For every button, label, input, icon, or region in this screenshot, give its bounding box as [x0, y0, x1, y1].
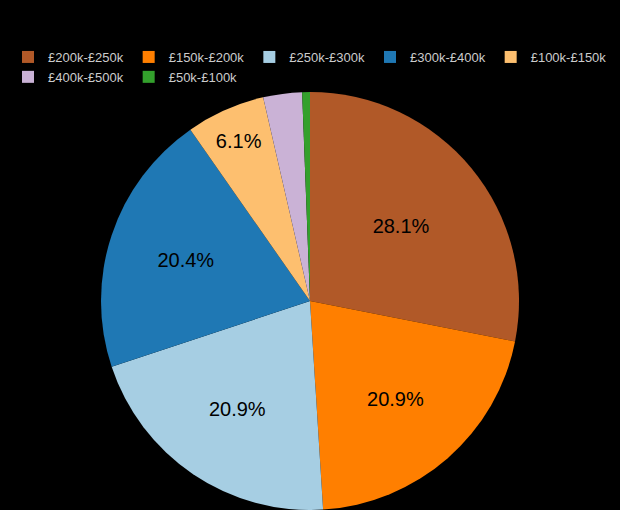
svg-text:£150k-£200k: £150k-£200k: [169, 50, 245, 65]
svg-text:£100k-£150k: £100k-£150k: [531, 50, 607, 65]
svg-text:20.9%: 20.9%: [209, 398, 266, 420]
svg-text:£50k-£100k: £50k-£100k: [169, 70, 237, 85]
svg-text:20.4%: 20.4%: [157, 249, 214, 271]
svg-text:£200k-£250k: £200k-£250k: [48, 50, 124, 65]
svg-text:20.9%: 20.9%: [367, 388, 424, 410]
svg-text:£400k-£500k: £400k-£500k: [48, 70, 124, 85]
svg-text:6.1%: 6.1%: [216, 130, 262, 152]
svg-text:£300k-£400k: £300k-£400k: [410, 50, 486, 65]
svg-text:28.1%: 28.1%: [373, 215, 430, 237]
svg-text:£250k-£300k: £250k-£300k: [289, 50, 365, 65]
